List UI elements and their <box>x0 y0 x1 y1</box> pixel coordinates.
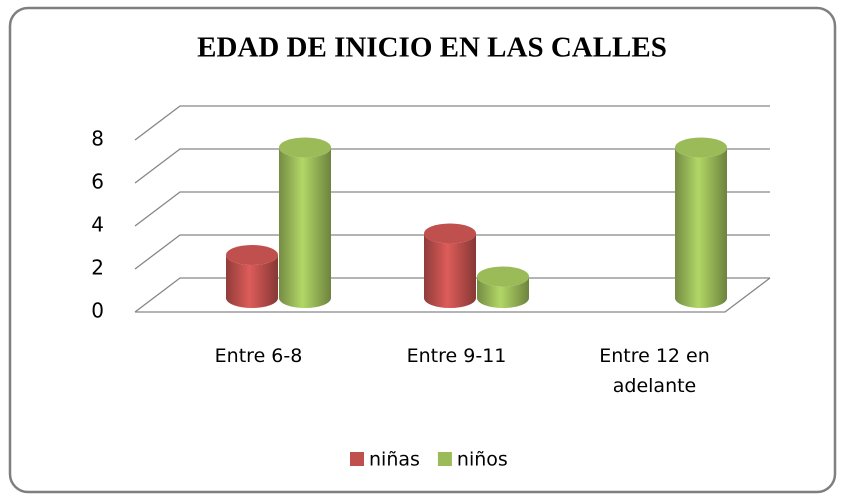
grid-line <box>134 148 770 184</box>
y-tick-label: 8 <box>91 127 104 151</box>
bar-top <box>477 266 529 287</box>
bar-top <box>279 137 331 158</box>
legend-swatch <box>350 452 364 466</box>
legend-label: niñas <box>369 449 420 471</box>
chart-frame <box>8 6 837 494</box>
grid-line <box>134 191 770 227</box>
bar <box>279 147 331 308</box>
bar-top <box>226 245 278 265</box>
x-tick-label: Entre 6-8 <box>215 345 303 367</box>
bar-top <box>424 223 476 244</box>
bar <box>675 147 727 308</box>
grid-line <box>134 277 770 313</box>
bar <box>424 233 476 308</box>
bar <box>477 276 529 308</box>
y-tick-label: 2 <box>91 256 104 280</box>
y-tick-label: 6 <box>91 170 104 194</box>
legend-swatch <box>437 452 452 466</box>
x-tick-label: Entre 12 en adelante <box>599 345 710 397</box>
grid-line <box>134 105 770 141</box>
y-tick-label: 0 <box>91 299 104 323</box>
chart-title: EDAD DE INICIO EN LAS CALLES <box>197 32 667 64</box>
bar <box>226 255 278 308</box>
legend-label: niños <box>457 449 508 471</box>
bar-top <box>675 137 727 158</box>
x-tick-label: Entre 9-11 <box>407 345 507 367</box>
y-tick-label: 4 <box>91 213 104 237</box>
grid-line <box>134 234 770 270</box>
floor-edge <box>135 277 771 313</box>
